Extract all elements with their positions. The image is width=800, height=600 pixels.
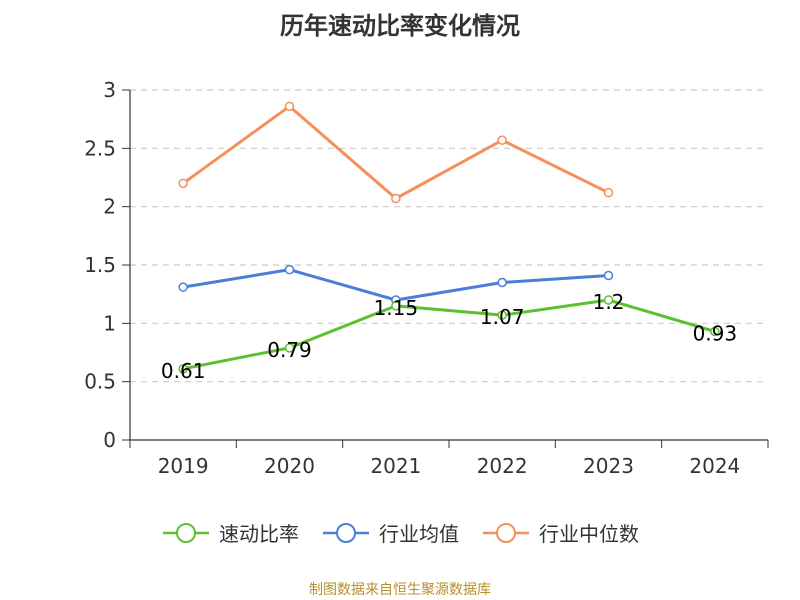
- legend-line-circle-icon: [323, 522, 369, 543]
- data-point: [710, 326, 720, 337]
- source-note: 制图数据来自恒生聚源数据库: [309, 582, 491, 598]
- data-point: [391, 193, 401, 204]
- y-tick-label: 2.5: [84, 136, 116, 160]
- legend-label: 行业均值: [379, 522, 459, 546]
- x-tick-label: 2020: [264, 454, 315, 478]
- legend: 速动比率 行业均值 行业中位数: [0, 518, 800, 547]
- data-label: 0.93: [693, 322, 738, 346]
- legend-item-3[interactable]: 行业中位数: [481, 518, 639, 547]
- data-label: 1.15: [374, 296, 419, 320]
- data-point: [497, 135, 507, 145]
- data-point: [603, 187, 614, 198]
- legend-label: 速动比率: [219, 522, 299, 546]
- data-point: [284, 343, 295, 353]
- y-tick-label: 1.5: [84, 253, 116, 277]
- x-tick-label: 2024: [689, 454, 740, 478]
- data-label: 0.79: [267, 338, 312, 362]
- data-point: [178, 178, 188, 189]
- series-line-3: [182, 104, 610, 200]
- x-tick-label: 2022: [477, 454, 528, 478]
- data-point: [284, 101, 295, 112]
- data-point: [178, 364, 188, 374]
- data-label: 1.2: [593, 290, 625, 314]
- x-tick-label: 2019: [158, 454, 209, 478]
- y-tick-label: 2: [103, 195, 116, 219]
- data-point: [391, 301, 401, 311]
- data-point: [603, 270, 614, 281]
- data-point: [603, 295, 614, 305]
- x-tick-label: 2021: [370, 454, 421, 478]
- chart-title: 历年速动比率变化情况: [280, 12, 520, 40]
- data-label: 1.07: [480, 305, 525, 329]
- y-tick-label: 0.5: [84, 370, 116, 394]
- y-tick-label: 0: [103, 428, 116, 452]
- x-tick-label: 2023: [583, 454, 634, 478]
- legend-item-2[interactable]: 行业均值: [321, 518, 459, 547]
- data-point: [497, 310, 507, 320]
- data-point: [497, 277, 507, 288]
- y-tick-label: 3: [103, 78, 116, 102]
- y-tick-label: 1: [103, 311, 116, 335]
- data-point: [178, 282, 188, 292]
- legend-line-circle-icon: [483, 522, 529, 543]
- data-point: [284, 264, 295, 275]
- data-label: 0.61: [161, 359, 206, 383]
- legend-line-circle-icon: [163, 522, 209, 543]
- legend-label: 行业中位数: [539, 522, 639, 546]
- series-line-1: [182, 298, 716, 371]
- legend-item-1[interactable]: 速动比率: [161, 518, 299, 547]
